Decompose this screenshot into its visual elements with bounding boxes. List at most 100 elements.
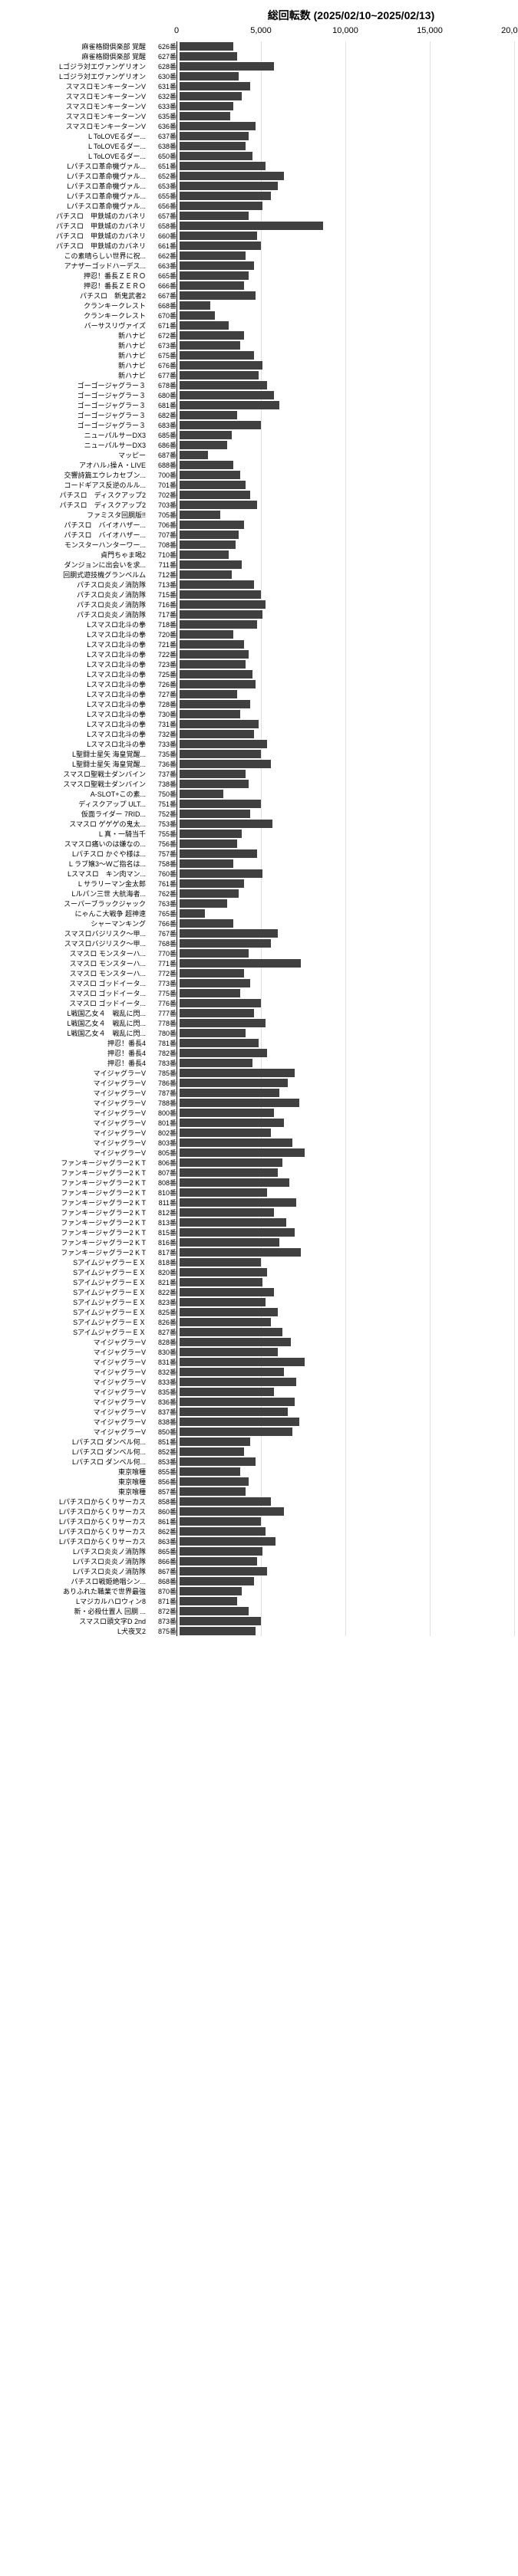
row-label: SアイムジャグラーＥＸ: [8, 1317, 147, 1327]
row-number: 801番: [147, 1118, 180, 1128]
chart-row: 押忍！番長4781番: [8, 1038, 518, 1048]
bar-track: [180, 650, 517, 659]
bar: [180, 1049, 267, 1057]
bar-track: [180, 421, 517, 429]
row-label: ディスクアップ ULT...: [8, 799, 147, 809]
row-label: マイジャグラーV: [8, 1128, 147, 1138]
row-number: 763番: [147, 899, 180, 909]
row-number: 866番: [147, 1556, 180, 1566]
row-label: Lパチスロ革命機ヴァル...: [8, 181, 147, 191]
row-label: 回胴式遊技機グランベルム: [8, 570, 147, 580]
row-label: ゴーゴージャグラー３: [8, 380, 147, 390]
chart: 総回転数 (2025/02/10~2025/02/13) 05,00010,00…: [8, 8, 518, 1636]
chart-row: スマスロ痛いのは嫌なの...756番: [8, 839, 518, 849]
row-label: コードギアス反逆のルル...: [8, 480, 147, 490]
bar: [180, 421, 261, 429]
bar: [180, 750, 261, 758]
chart-row: マイジャグラーV828番: [8, 1337, 518, 1347]
row-label: L ToLOVEるダー...: [8, 151, 147, 161]
bar-track: [180, 879, 517, 888]
row-number: 811番: [147, 1198, 180, 1208]
bar: [180, 570, 232, 579]
row-number: 785番: [147, 1068, 180, 1078]
bar: [180, 889, 239, 898]
bar-track: [180, 251, 517, 260]
row-label: SアイムジャグラーＥＸ: [8, 1297, 147, 1307]
bar: [180, 511, 220, 519]
row-number: 858番: [147, 1497, 180, 1506]
row-label: マイジャグラーV: [8, 1397, 147, 1407]
chart-row: ファンキージャグラー2 K T807番: [8, 1168, 518, 1178]
bar-track: [180, 471, 517, 479]
row-label: マイジャグラーV: [8, 1357, 147, 1367]
row-number: 865番: [147, 1546, 180, 1556]
row-number: 728番: [147, 699, 180, 709]
row-label: Lパチスロ ダンベル何...: [8, 1447, 147, 1457]
chart-row: 新ハナビ673番: [8, 340, 518, 350]
row-label: パチスロ炎炎ノ消防隊: [8, 600, 147, 610]
chart-row: Lスマスロ北斗の拳728番: [8, 699, 518, 709]
bar-track: [180, 570, 517, 579]
row-number: 851番: [147, 1437, 180, 1447]
row-label: ファンキージャグラー2 K T: [8, 1188, 147, 1198]
row-label: L ラブ嬢3～Wご指名は...: [8, 859, 147, 869]
row-number: 782番: [147, 1048, 180, 1058]
row-number: 775番: [147, 988, 180, 998]
chart-row: スマスロ ゴッドイータ...773番: [8, 978, 518, 988]
chart-row: ファンキージャグラー2 K T817番: [8, 1247, 518, 1257]
bar-track: [180, 1079, 517, 1087]
row-number: 638番: [147, 141, 180, 151]
bar-track: [180, 1288, 517, 1296]
row-number: 685番: [147, 430, 180, 440]
row-label: 貞門ちゃま喝2: [8, 550, 147, 560]
chart-row: Lゴジラ対エヴァンゲリオン630番: [8, 71, 518, 81]
chart-row: L聖闘士星矢 海皇覚醒...735番: [8, 749, 518, 759]
row-label: SアイムジャグラーＥＸ: [8, 1327, 147, 1337]
chart-row: ファミスタ回胴版!!705番: [8, 510, 518, 520]
bar: [180, 840, 237, 848]
bar-track: [180, 1457, 517, 1466]
bar: [180, 560, 242, 569]
row-label: アオハル♪操Ａ・LIVE: [8, 460, 147, 470]
chart-row: ファンキージャグラー2 K T808番: [8, 1178, 518, 1188]
row-number: 832番: [147, 1367, 180, 1377]
row-label: パチスロ炎炎ノ消防隊: [8, 610, 147, 619]
chart-row: Lパチスロ ダンベル何...851番: [8, 1437, 518, 1447]
bar-track: [180, 1178, 517, 1187]
row-label: モンスターハンターワー...: [8, 540, 147, 550]
chart-row: マイジャグラーV803番: [8, 1138, 518, 1148]
row-label: ニューパルサーDX3: [8, 440, 147, 450]
bar: [180, 949, 249, 958]
row-label: SアイムジャグラーＥＸ: [8, 1267, 147, 1277]
bar-track: [180, 989, 517, 997]
row-number: 683番: [147, 420, 180, 430]
bar-track: [180, 291, 517, 300]
row-label: マイジャグラーV: [8, 1148, 147, 1158]
bar: [180, 1218, 286, 1227]
row-number: 826番: [147, 1317, 180, 1327]
bar: [180, 1597, 237, 1605]
bar-track: [180, 939, 517, 948]
bar-track: [180, 361, 517, 370]
bar-track: [180, 780, 517, 788]
bar-track: [180, 849, 517, 858]
row-number: 771番: [147, 958, 180, 968]
chart-row: マイジャグラーV800番: [8, 1108, 518, 1118]
row-number: 766番: [147, 918, 180, 928]
chart-row: Lスマスロ北斗の拳725番: [8, 669, 518, 679]
bar-track: [180, 1348, 517, 1356]
bar-track: [180, 1029, 517, 1037]
x-tick: 15,000: [417, 26, 443, 35]
bar-track: [180, 112, 517, 120]
row-number: 870番: [147, 1586, 180, 1596]
bar: [180, 879, 244, 888]
row-label: 押忍！番長4: [8, 1058, 147, 1068]
bar: [180, 810, 250, 818]
chart-row: パチスロ ディスクアップ2703番: [8, 500, 518, 510]
row-label: バーサスリヴァイズ: [8, 320, 147, 330]
chart-row: 麻雀格闘倶楽部 覚醒627番: [8, 51, 518, 61]
row-number: 768番: [147, 938, 180, 948]
row-label: ゴーゴージャグラー３: [8, 410, 147, 420]
chart-row: 東京喰種857番: [8, 1487, 518, 1497]
bar: [180, 92, 242, 100]
